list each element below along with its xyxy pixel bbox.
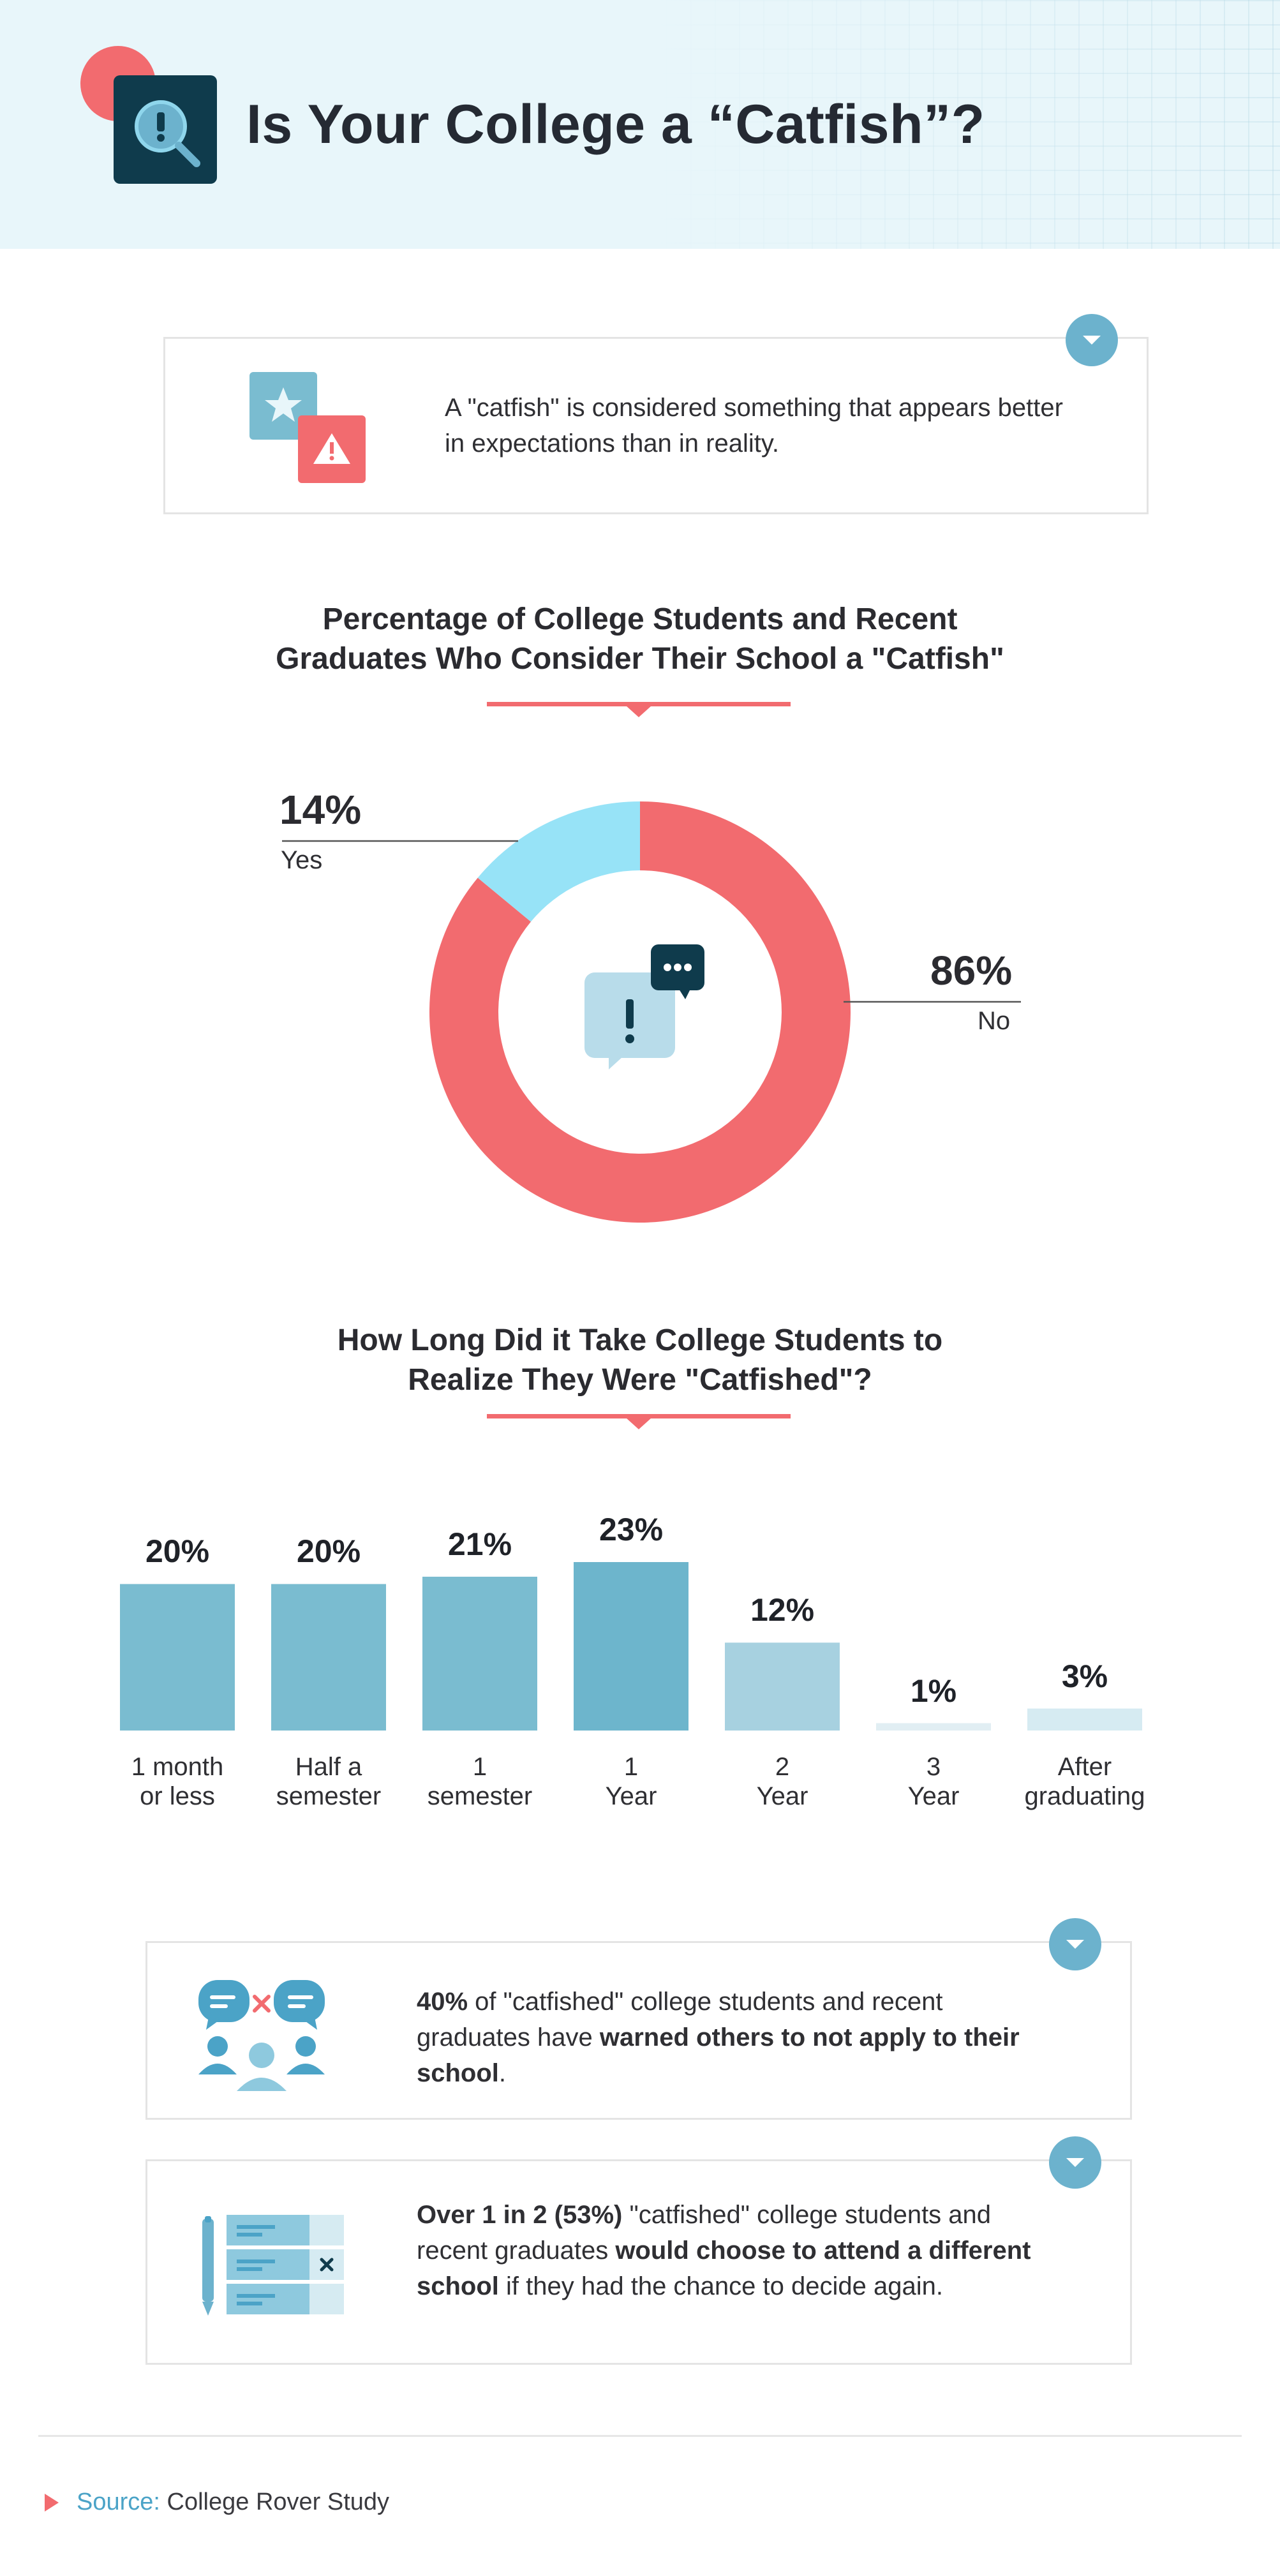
donut-title-rule xyxy=(487,702,791,717)
no-percent: 86% xyxy=(930,948,1013,994)
yes-percent: 14% xyxy=(279,787,362,833)
donut-svg xyxy=(282,801,1021,1223)
bar-6 xyxy=(1027,1708,1142,1731)
bar-value-label: 20% xyxy=(296,1533,361,1570)
ballot-pen-icon xyxy=(201,2214,354,2322)
bar-3 xyxy=(574,1562,688,1731)
source-label: Source: xyxy=(77,2489,160,2515)
definition-box: A "catfish" is considered something that… xyxy=(163,337,1149,514)
bar-value-label: 3% xyxy=(1061,1658,1108,1694)
footer-divider xyxy=(38,2435,1242,2437)
donut-chart-title: Percentage of College Students and Recen… xyxy=(276,602,1004,676)
source-value: College Rover Study xyxy=(167,2489,390,2515)
magnifier-alert-icon xyxy=(114,75,217,184)
bar-2 xyxy=(422,1576,537,1731)
bar-value-label: 23% xyxy=(599,1512,664,1547)
stat-warned-text: 40% of "catfished" college students and … xyxy=(417,1988,1020,2087)
bar-svg xyxy=(120,1562,1142,1731)
bar-category-label: 1 month or less xyxy=(131,1753,224,1810)
bar-category-label: 3 Year xyxy=(907,1753,960,1810)
bar-4 xyxy=(725,1642,840,1731)
bar-5 xyxy=(876,1723,991,1731)
bar-chart: 20% 1 month or less 20% Half a semester 21% 1 se… xyxy=(0,1468,1280,1825)
definition-chevron-icon[interactable] xyxy=(1066,314,1118,366)
bar-1 xyxy=(271,1584,386,1731)
bar-0 xyxy=(120,1584,235,1731)
chat-alert-icon xyxy=(581,944,715,1072)
source-arrow-icon xyxy=(45,2494,59,2512)
donut-slice-yes xyxy=(477,801,640,922)
stat-box-warned: 40% of "catfished" college students and … xyxy=(145,1941,1132,2120)
yes-label: Yes xyxy=(281,846,323,874)
no-label: No xyxy=(978,1007,1011,1035)
star-alert-icon xyxy=(249,369,377,497)
bar-category-label: Half a semester xyxy=(276,1753,382,1810)
donut-slice-no xyxy=(429,801,851,1223)
people-debate-icon xyxy=(192,1977,332,2092)
header-banner: Is Your College a “Catfish”? xyxy=(0,0,1280,249)
definition-text: A "catfish" is considered something that… xyxy=(445,394,1063,458)
stat-different-school-text: Over 1 in 2 (53%) "catfished" college st… xyxy=(417,2201,1031,2300)
bar-category-label: 1 semester xyxy=(427,1753,533,1810)
bar-category-label: After graduating xyxy=(1024,1753,1145,1810)
bar-value-label: 12% xyxy=(750,1592,815,1628)
stat-box-different-school: Over 1 in 2 (53%) "catfished" college st… xyxy=(145,2159,1132,2365)
bar-value-label: 21% xyxy=(447,1526,512,1562)
bar-value-label: 1% xyxy=(910,1672,957,1709)
source-credit: Source: College Rover Study xyxy=(77,2489,389,2516)
bar-chart-title: How Long Did it Take College Students to… xyxy=(337,1323,943,1397)
bar-category-label: 2 Year xyxy=(756,1753,808,1810)
bar-title-rule xyxy=(487,1414,791,1429)
bar-value-label: 20% xyxy=(145,1533,210,1570)
stat2-chevron-icon[interactable] xyxy=(1049,2136,1101,2189)
stat1-chevron-icon[interactable] xyxy=(1049,1918,1101,1970)
donut-chart: 14% Yes 86% No xyxy=(0,766,1280,1251)
bar-category-label: 1 Year xyxy=(605,1753,657,1810)
page-title: Is Your College a “Catfish”? xyxy=(246,94,985,155)
